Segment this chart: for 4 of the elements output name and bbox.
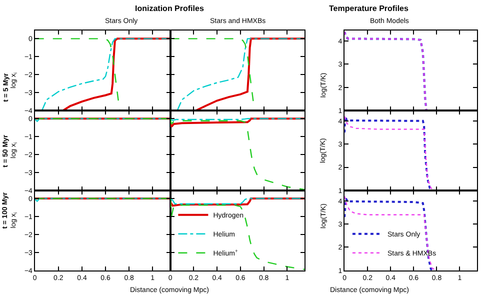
chart-title: Ionization Profiles (135, 4, 204, 13)
line-series (41, 38, 170, 111)
line-series (62, 38, 170, 111)
chart-title: Temperature Profiles (329, 4, 409, 13)
